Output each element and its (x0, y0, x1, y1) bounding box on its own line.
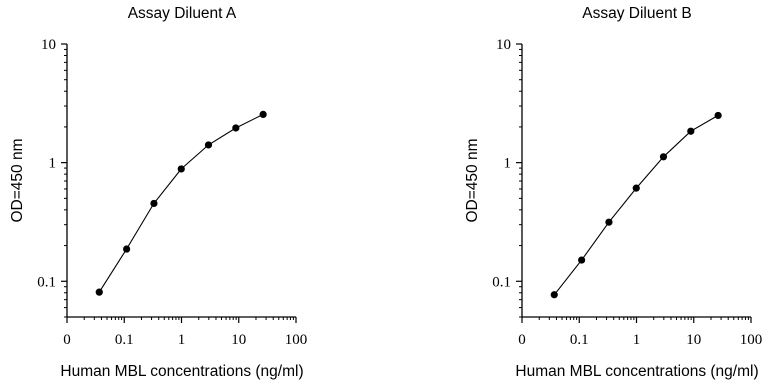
y-tick-label: 1 (504, 156, 512, 172)
x-tick-label: 1 (178, 332, 186, 348)
data-point (123, 245, 131, 253)
data-point (659, 153, 668, 161)
x-tick-label: 100 (285, 332, 308, 348)
data-point (578, 256, 586, 264)
data-point (150, 199, 158, 208)
x-tick-label: 10 (231, 332, 246, 348)
data-point (177, 165, 185, 173)
y-axis-label: OD=450 nm (464, 138, 481, 222)
x-tick-label: 0.1 (115, 332, 134, 348)
data-point (95, 288, 103, 296)
x-tick-label: 1 (633, 332, 641, 348)
x-axis-label: Human MBL concentrations (ng/ml) (60, 363, 303, 380)
chart-panel-2: 0 0.1 1 10 100 0.1 1 10 Assay Diluent B Human MBL… (464, 5, 762, 380)
y-tick-label: 0.1 (492, 274, 511, 290)
x-tick-label: 10 (686, 332, 701, 348)
chart-title: Assay Diluent A (128, 5, 237, 22)
data-point (632, 184, 640, 192)
chart-title: Assay Diluent B (582, 5, 691, 22)
data-point (605, 218, 613, 226)
y-tick-label: 0.1 (37, 274, 56, 290)
x-axis-label: Human MBL concentrations (ng/ml) (515, 363, 758, 380)
x-tick-label: 0.1 (570, 332, 589, 348)
y-tick-label: 1 (49, 156, 57, 172)
chart-panel-1: 0 0.1 1 10 100 0.1 1 10 Assay Diluent A Human MBL… (9, 5, 307, 380)
data-point (204, 141, 213, 149)
data-point (259, 110, 267, 119)
x-tick-label: 0 (63, 332, 71, 348)
y-tick-label: 10 (41, 37, 56, 53)
data-point (687, 127, 695, 135)
y-tick-label: 10 (496, 37, 511, 53)
data-point (232, 124, 240, 132)
data-point (714, 111, 722, 120)
x-tick-label: 100 (740, 332, 763, 348)
series-line (98, 113, 264, 293)
x-tick-label: 0 (518, 332, 526, 348)
series-line (553, 114, 719, 296)
y-axis-label: OD=450 nm (9, 138, 26, 222)
data-point (550, 291, 558, 299)
